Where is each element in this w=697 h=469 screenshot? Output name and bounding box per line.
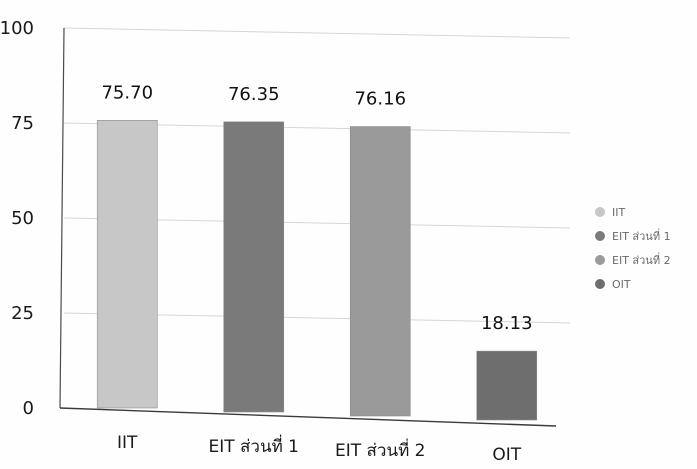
y-tick-label: 0 [23,398,34,419]
y-tick-label: 50 [11,208,34,229]
gridline [63,27,571,39]
bar-4 [476,350,538,421]
data-label: 76.35 [228,84,280,105]
x-axis [59,407,557,427]
x-tick-label: EIT ส่วนที่ 2 [335,438,426,461]
y-axis [59,27,65,409]
legend: IIT EIT ส่วนที่ 1 EIT ส่วนที่ 2 OIT [595,206,671,291]
bar-3 [349,126,411,417]
data-label: 76.16 [354,89,406,110]
data-label: 18.13 [481,313,533,334]
legend-marker [595,231,605,241]
x-tick-label: EIT ส่วนที่ 1 [208,434,299,457]
y-tick-label: 75 [11,113,34,134]
x-tick-label: IIT [117,433,138,453]
legend-label: EIT ส่วนที่ 2 [612,252,671,267]
y-tick-label: 100 [0,18,34,39]
legend-label: IIT [612,206,625,219]
y-tick-label: 25 [11,303,34,324]
legend-marker [595,207,605,217]
legend-marker [595,279,605,289]
legend-label: OIT [612,278,631,291]
legend-label: EIT ส่วนที่ 1 [612,228,671,243]
x-tick-label: OIT [492,445,521,465]
data-label: 75.70 [101,82,153,103]
bar-2 [223,121,285,413]
legend-marker [595,255,605,265]
bar-1 [96,120,158,409]
